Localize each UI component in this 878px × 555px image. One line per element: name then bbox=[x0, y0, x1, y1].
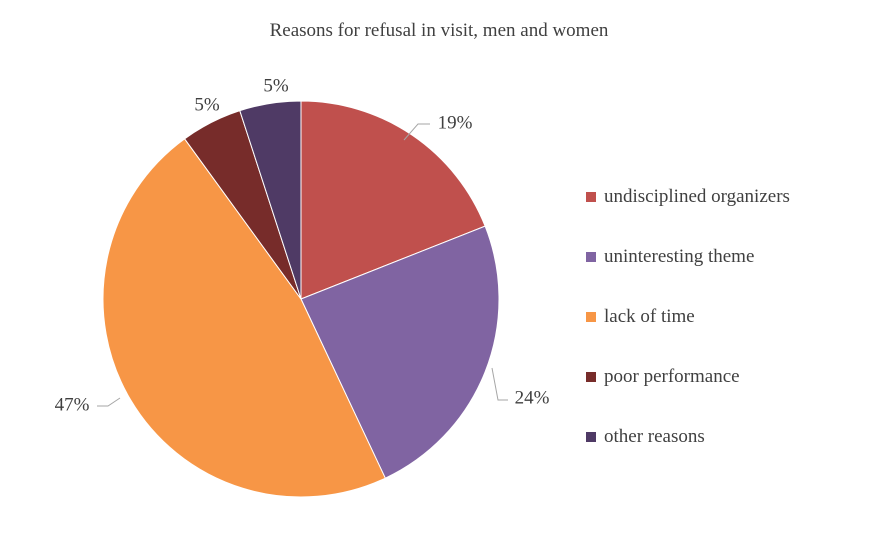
legend-item: undisciplined organizers bbox=[586, 186, 790, 208]
legend-swatch bbox=[586, 192, 596, 202]
legend-swatch bbox=[586, 372, 596, 382]
legend-swatch bbox=[586, 432, 596, 442]
legend-swatch bbox=[586, 312, 596, 322]
pie-slice-other-reasons bbox=[239, 100, 302, 300]
legend-item: poor performance bbox=[586, 366, 740, 388]
legend-item: other reasons bbox=[586, 426, 705, 448]
chart-title: Reasons for refusal in visit, men and wo… bbox=[269, 20, 609, 41]
legend-swatch bbox=[586, 252, 596, 262]
legend-item: uninteresting theme bbox=[586, 246, 754, 268]
leader-line bbox=[403, 123, 430, 141]
legend-label: poor performance bbox=[604, 366, 740, 387]
pie-slice-uninteresting-theme bbox=[300, 225, 500, 479]
data-label: 19% bbox=[438, 112, 473, 133]
pie-slice-lack-of-time bbox=[102, 138, 386, 498]
legend-label: other reasons bbox=[604, 426, 705, 447]
data-label: 24% bbox=[515, 387, 550, 408]
legend-label: undisciplined organizers bbox=[604, 186, 790, 207]
data-label: 5% bbox=[263, 75, 289, 96]
leader-line bbox=[97, 397, 121, 407]
legend-label: uninteresting theme bbox=[604, 246, 755, 267]
leader-line bbox=[491, 367, 508, 401]
pie-slice-undisciplined-organizers bbox=[300, 100, 486, 300]
legend-label: lack of time bbox=[604, 306, 695, 327]
data-label: 5% bbox=[194, 94, 220, 115]
data-label: 47% bbox=[55, 394, 90, 415]
legend-item: lack of time bbox=[586, 306, 695, 328]
